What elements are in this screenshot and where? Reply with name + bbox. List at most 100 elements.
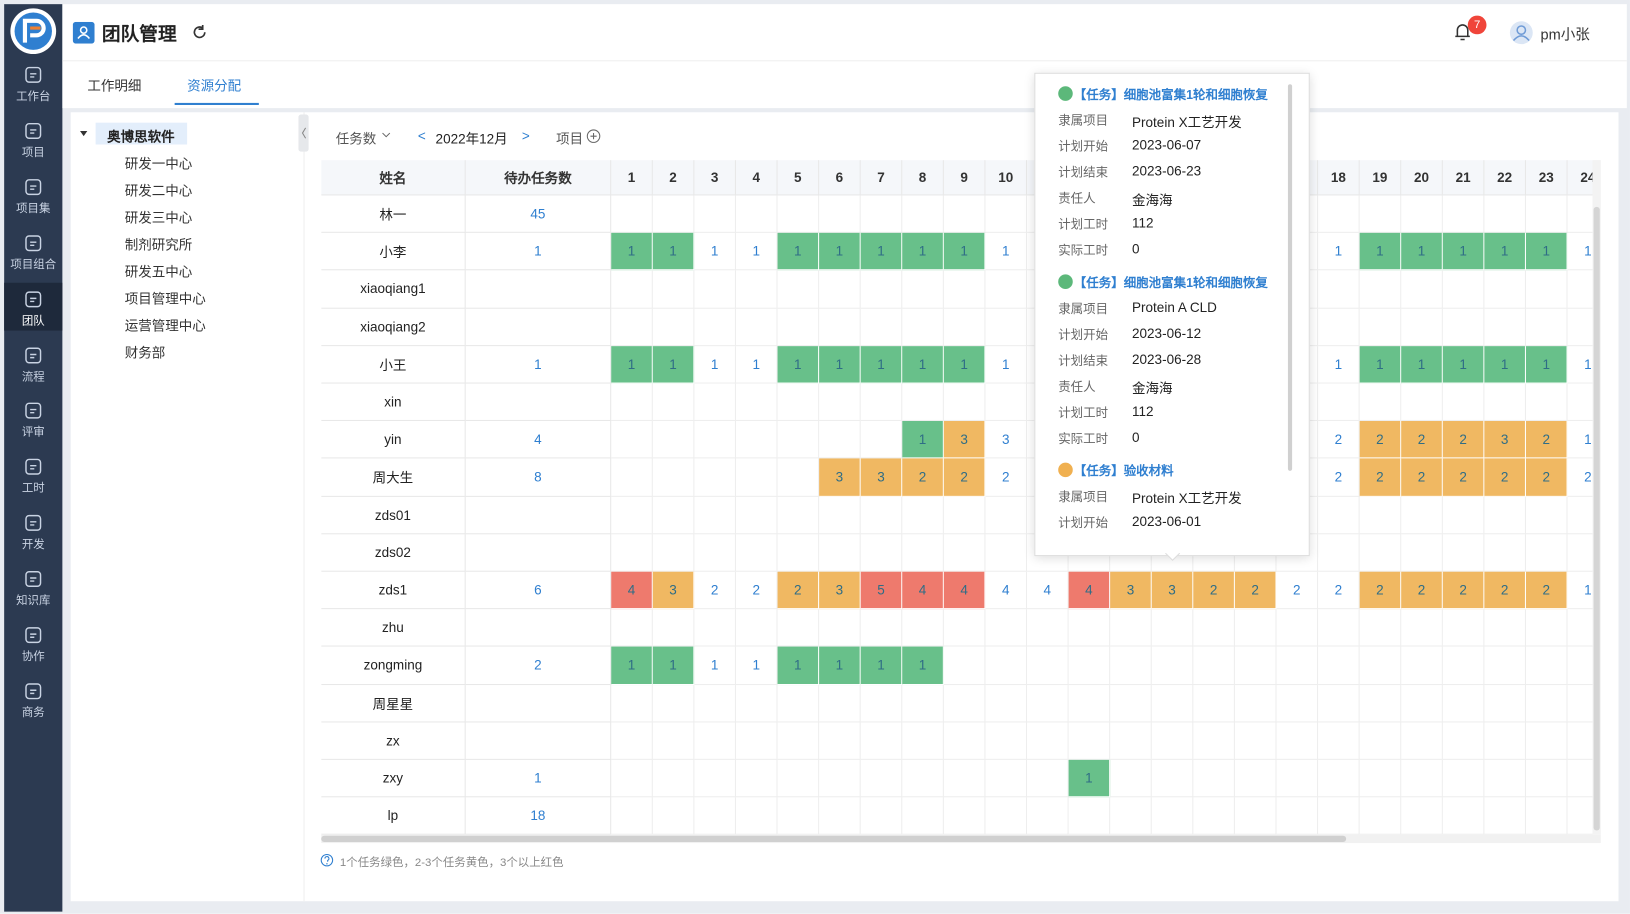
day-cell[interactable]: 1 bbox=[902, 233, 944, 271]
day-cell[interactable]: 1 bbox=[777, 345, 820, 384]
day-cell[interactable]: 2 bbox=[1359, 571, 1402, 610]
day-cell[interactable]: 5 bbox=[860, 571, 903, 610]
day-cell[interactable]: 1 bbox=[611, 345, 653, 384]
day-cell[interactable]: 3 bbox=[1110, 571, 1152, 610]
day-cell[interactable]: 2 bbox=[777, 571, 820, 610]
day-cell[interactable]: 1 bbox=[985, 233, 1028, 271]
day-cell[interactable]: 1 bbox=[902, 345, 944, 384]
day-cell[interactable]: 1 bbox=[819, 646, 861, 685]
pending-cell[interactable]: 2 bbox=[465, 646, 612, 685]
pending-cell[interactable] bbox=[465, 722, 612, 760]
project-filter[interactable]: 项目 bbox=[556, 130, 584, 147]
task-title[interactable]: 【任务】细胞池富集1轮和细胞恢复 bbox=[1073, 87, 1268, 102]
day-cell[interactable]: 4 bbox=[985, 571, 1028, 610]
nav-item[interactable]: 协作 bbox=[21, 650, 45, 664]
day-cell[interactable]: 1 bbox=[1567, 233, 1593, 271]
bell-button[interactable] bbox=[1453, 22, 1472, 43]
pending-cell[interactable] bbox=[465, 609, 612, 647]
day-cell[interactable]: 1 bbox=[1359, 345, 1402, 384]
day-cell[interactable]: 2 bbox=[694, 571, 736, 610]
day-cell[interactable]: 2 bbox=[1525, 421, 1568, 459]
day-cell[interactable]: 1 bbox=[1567, 572, 1593, 610]
day-cell[interactable]: 2 bbox=[1442, 571, 1485, 610]
day-cell[interactable]: 2 bbox=[735, 571, 778, 610]
day-cell[interactable]: 1 bbox=[1484, 233, 1526, 271]
popover-scrollbar[interactable] bbox=[1287, 84, 1293, 471]
task-title[interactable]: 【任务】细胞池富集1轮和细胞恢复 bbox=[1073, 275, 1268, 291]
tree-node[interactable]: 研发三中心 bbox=[124, 209, 193, 226]
day-cell[interactable]: 3 bbox=[652, 571, 695, 610]
h-scroll-thumb[interactable] bbox=[321, 835, 1347, 842]
day-cell[interactable]: 1 bbox=[1567, 346, 1593, 384]
nav-item[interactable]: 团队 bbox=[21, 314, 45, 328]
pending-cell[interactable] bbox=[465, 270, 612, 309]
day-cell[interactable]: 2 bbox=[1234, 571, 1277, 610]
day-cell[interactable]: 1 bbox=[777, 233, 820, 271]
day-cell[interactable]: 1 bbox=[1484, 345, 1526, 384]
day-cell[interactable]: 1 bbox=[652, 233, 695, 271]
pending-cell[interactable] bbox=[465, 534, 612, 572]
day-cell[interactable]: 4 bbox=[1027, 571, 1069, 610]
day-cell[interactable]: 1 bbox=[694, 345, 736, 384]
pending-cell[interactable] bbox=[465, 496, 612, 535]
day-cell[interactable]: 2 bbox=[902, 458, 944, 497]
day-cell[interactable]: 4 bbox=[902, 571, 944, 610]
tree-node[interactable]: 研发二中心 bbox=[124, 182, 193, 199]
day-cell[interactable]: 4 bbox=[943, 571, 986, 610]
day-cell[interactable]: 1 bbox=[694, 233, 736, 271]
day-cell[interactable]: 2 bbox=[1318, 421, 1360, 459]
day-cell[interactable]: 3 bbox=[860, 458, 903, 497]
day-cell[interactable]: 1 bbox=[902, 646, 944, 685]
day-cell[interactable]: 2 bbox=[943, 458, 986, 497]
tree-toggle[interactable] bbox=[79, 129, 88, 138]
day-cell[interactable]: 1 bbox=[860, 345, 903, 384]
day-cell[interactable]: 1 bbox=[1525, 345, 1568, 384]
day-cell[interactable]: 1 bbox=[1525, 233, 1568, 271]
tab[interactable]: 工作明细 bbox=[87, 77, 142, 94]
day-cell[interactable]: 2 bbox=[1525, 458, 1568, 497]
metric-select[interactable]: 任务数 bbox=[335, 130, 377, 147]
day-cell[interactable]: 4 bbox=[611, 571, 653, 610]
tree-node[interactable]: 研发五中心 bbox=[124, 264, 193, 280]
day-cell[interactable]: 1 bbox=[1318, 345, 1360, 384]
tab[interactable]: 资源分配 bbox=[187, 77, 242, 94]
day-cell[interactable]: 3 bbox=[1151, 571, 1194, 610]
pending-cell[interactable] bbox=[465, 383, 612, 422]
day-cell[interactable]: 3 bbox=[943, 421, 986, 459]
nav-item[interactable]: 项目 bbox=[21, 146, 45, 159]
tree-node[interactable]: 运营管理中心 bbox=[124, 318, 206, 334]
day-cell[interactable]: 1 bbox=[735, 345, 778, 384]
day-cell[interactable]: 1 bbox=[1401, 345, 1443, 384]
day-cell[interactable]: 1 bbox=[819, 345, 861, 384]
pending-cell[interactable] bbox=[465, 684, 612, 723]
day-cell[interactable]: 2 bbox=[1442, 421, 1485, 459]
day-cell[interactable]: 1 bbox=[860, 233, 903, 271]
day-cell[interactable]: 1 bbox=[777, 646, 820, 685]
pending-cell[interactable]: 4 bbox=[465, 421, 612, 459]
day-cell[interactable]: 2 bbox=[1484, 458, 1526, 497]
day-cell[interactable]: 1 bbox=[1442, 345, 1485, 384]
v-scroll-thumb[interactable] bbox=[1593, 206, 1600, 831]
day-cell[interactable]: 1 bbox=[735, 233, 778, 271]
user-name[interactable]: pm小张 bbox=[1540, 25, 1590, 43]
day-cell[interactable]: 2 bbox=[985, 458, 1028, 497]
day-cell[interactable]: 3 bbox=[819, 571, 861, 610]
nav-item[interactable]: 工时 bbox=[21, 482, 45, 496]
day-cell[interactable]: 2 bbox=[1318, 458, 1360, 497]
tree-root[interactable]: 奥博思软件 bbox=[107, 128, 175, 145]
nav-item[interactable]: 商务 bbox=[21, 706, 45, 720]
pending-cell[interactable]: 45 bbox=[465, 195, 612, 234]
day-cell[interactable]: 2 bbox=[1276, 571, 1319, 610]
day-cell[interactable]: 2 bbox=[1401, 571, 1443, 610]
day-cell[interactable]: 1 bbox=[1567, 421, 1593, 459]
nav-item[interactable]: 评审 bbox=[21, 426, 45, 440]
nav-item[interactable]: 工作台 bbox=[16, 90, 51, 103]
day-cell[interactable]: 1 bbox=[943, 233, 986, 271]
pending-cell[interactable] bbox=[465, 308, 612, 346]
day-cell[interactable]: 1 bbox=[735, 646, 778, 685]
next-month[interactable]: > bbox=[521, 127, 530, 144]
day-cell[interactable]: 2 bbox=[1359, 458, 1402, 497]
day-cell[interactable]: 1 bbox=[902, 421, 944, 459]
day-cell[interactable]: 1 bbox=[694, 646, 736, 685]
nav-item[interactable]: 流程 bbox=[21, 370, 45, 384]
